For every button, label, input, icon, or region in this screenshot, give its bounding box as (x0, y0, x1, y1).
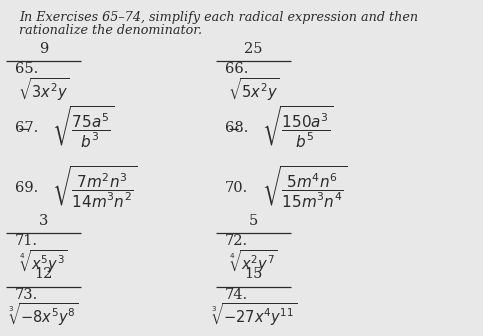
Text: $\sqrt[4]{x^5y^3}$: $\sqrt[4]{x^5y^3}$ (19, 248, 68, 275)
Text: 25: 25 (244, 42, 263, 56)
Text: $-$: $-$ (227, 121, 240, 135)
Text: 73.: 73. (15, 288, 38, 302)
Text: In Exercises 65–74, simplify each radical expression and then: In Exercises 65–74, simplify each radica… (19, 11, 418, 24)
Text: 67.: 67. (15, 121, 38, 135)
Text: $\sqrt{\dfrac{75a^5}{b^3}}$: $\sqrt{\dfrac{75a^5}{b^3}}$ (52, 105, 114, 150)
Text: 3: 3 (39, 213, 48, 227)
Text: rationalize the denominator.: rationalize the denominator. (19, 24, 202, 37)
Text: 12: 12 (34, 267, 53, 281)
Text: $\sqrt{5x^2y}$: $\sqrt{5x^2y}$ (228, 76, 280, 103)
Text: 9: 9 (39, 42, 48, 56)
Text: $\sqrt{\dfrac{150a^3}{b^5}}$: $\sqrt{\dfrac{150a^3}{b^5}}$ (262, 105, 334, 150)
Text: $\sqrt{3x^2y}$: $\sqrt{3x^2y}$ (17, 76, 69, 103)
Text: 5: 5 (249, 213, 258, 227)
Text: $\sqrt[3]{-8x^5y^8}$: $\sqrt[3]{-8x^5y^8}$ (8, 302, 79, 328)
Text: $-$: $-$ (17, 121, 30, 135)
Text: $\sqrt[3]{-27x^4y^{11}}$: $\sqrt[3]{-27x^4y^{11}}$ (211, 302, 297, 328)
Text: 74.: 74. (225, 288, 248, 302)
Text: 69.: 69. (15, 181, 38, 195)
Text: 15: 15 (244, 267, 263, 281)
Text: $\sqrt{\dfrac{5m^4n^6}{15m^3n^4}}$: $\sqrt{\dfrac{5m^4n^6}{15m^3n^4}}$ (262, 165, 348, 210)
Text: $\sqrt[4]{x^2y^7}$: $\sqrt[4]{x^2y^7}$ (229, 248, 278, 275)
Text: 68.: 68. (225, 121, 249, 135)
Text: $\sqrt{\dfrac{7m^2n^3}{14m^3n^2}}$: $\sqrt{\dfrac{7m^2n^3}{14m^3n^2}}$ (52, 165, 138, 210)
Text: 65.: 65. (15, 62, 38, 76)
Text: 72.: 72. (225, 234, 248, 248)
Text: 70.: 70. (225, 181, 248, 195)
Text: 66.: 66. (225, 62, 249, 76)
Text: 71.: 71. (15, 234, 38, 248)
